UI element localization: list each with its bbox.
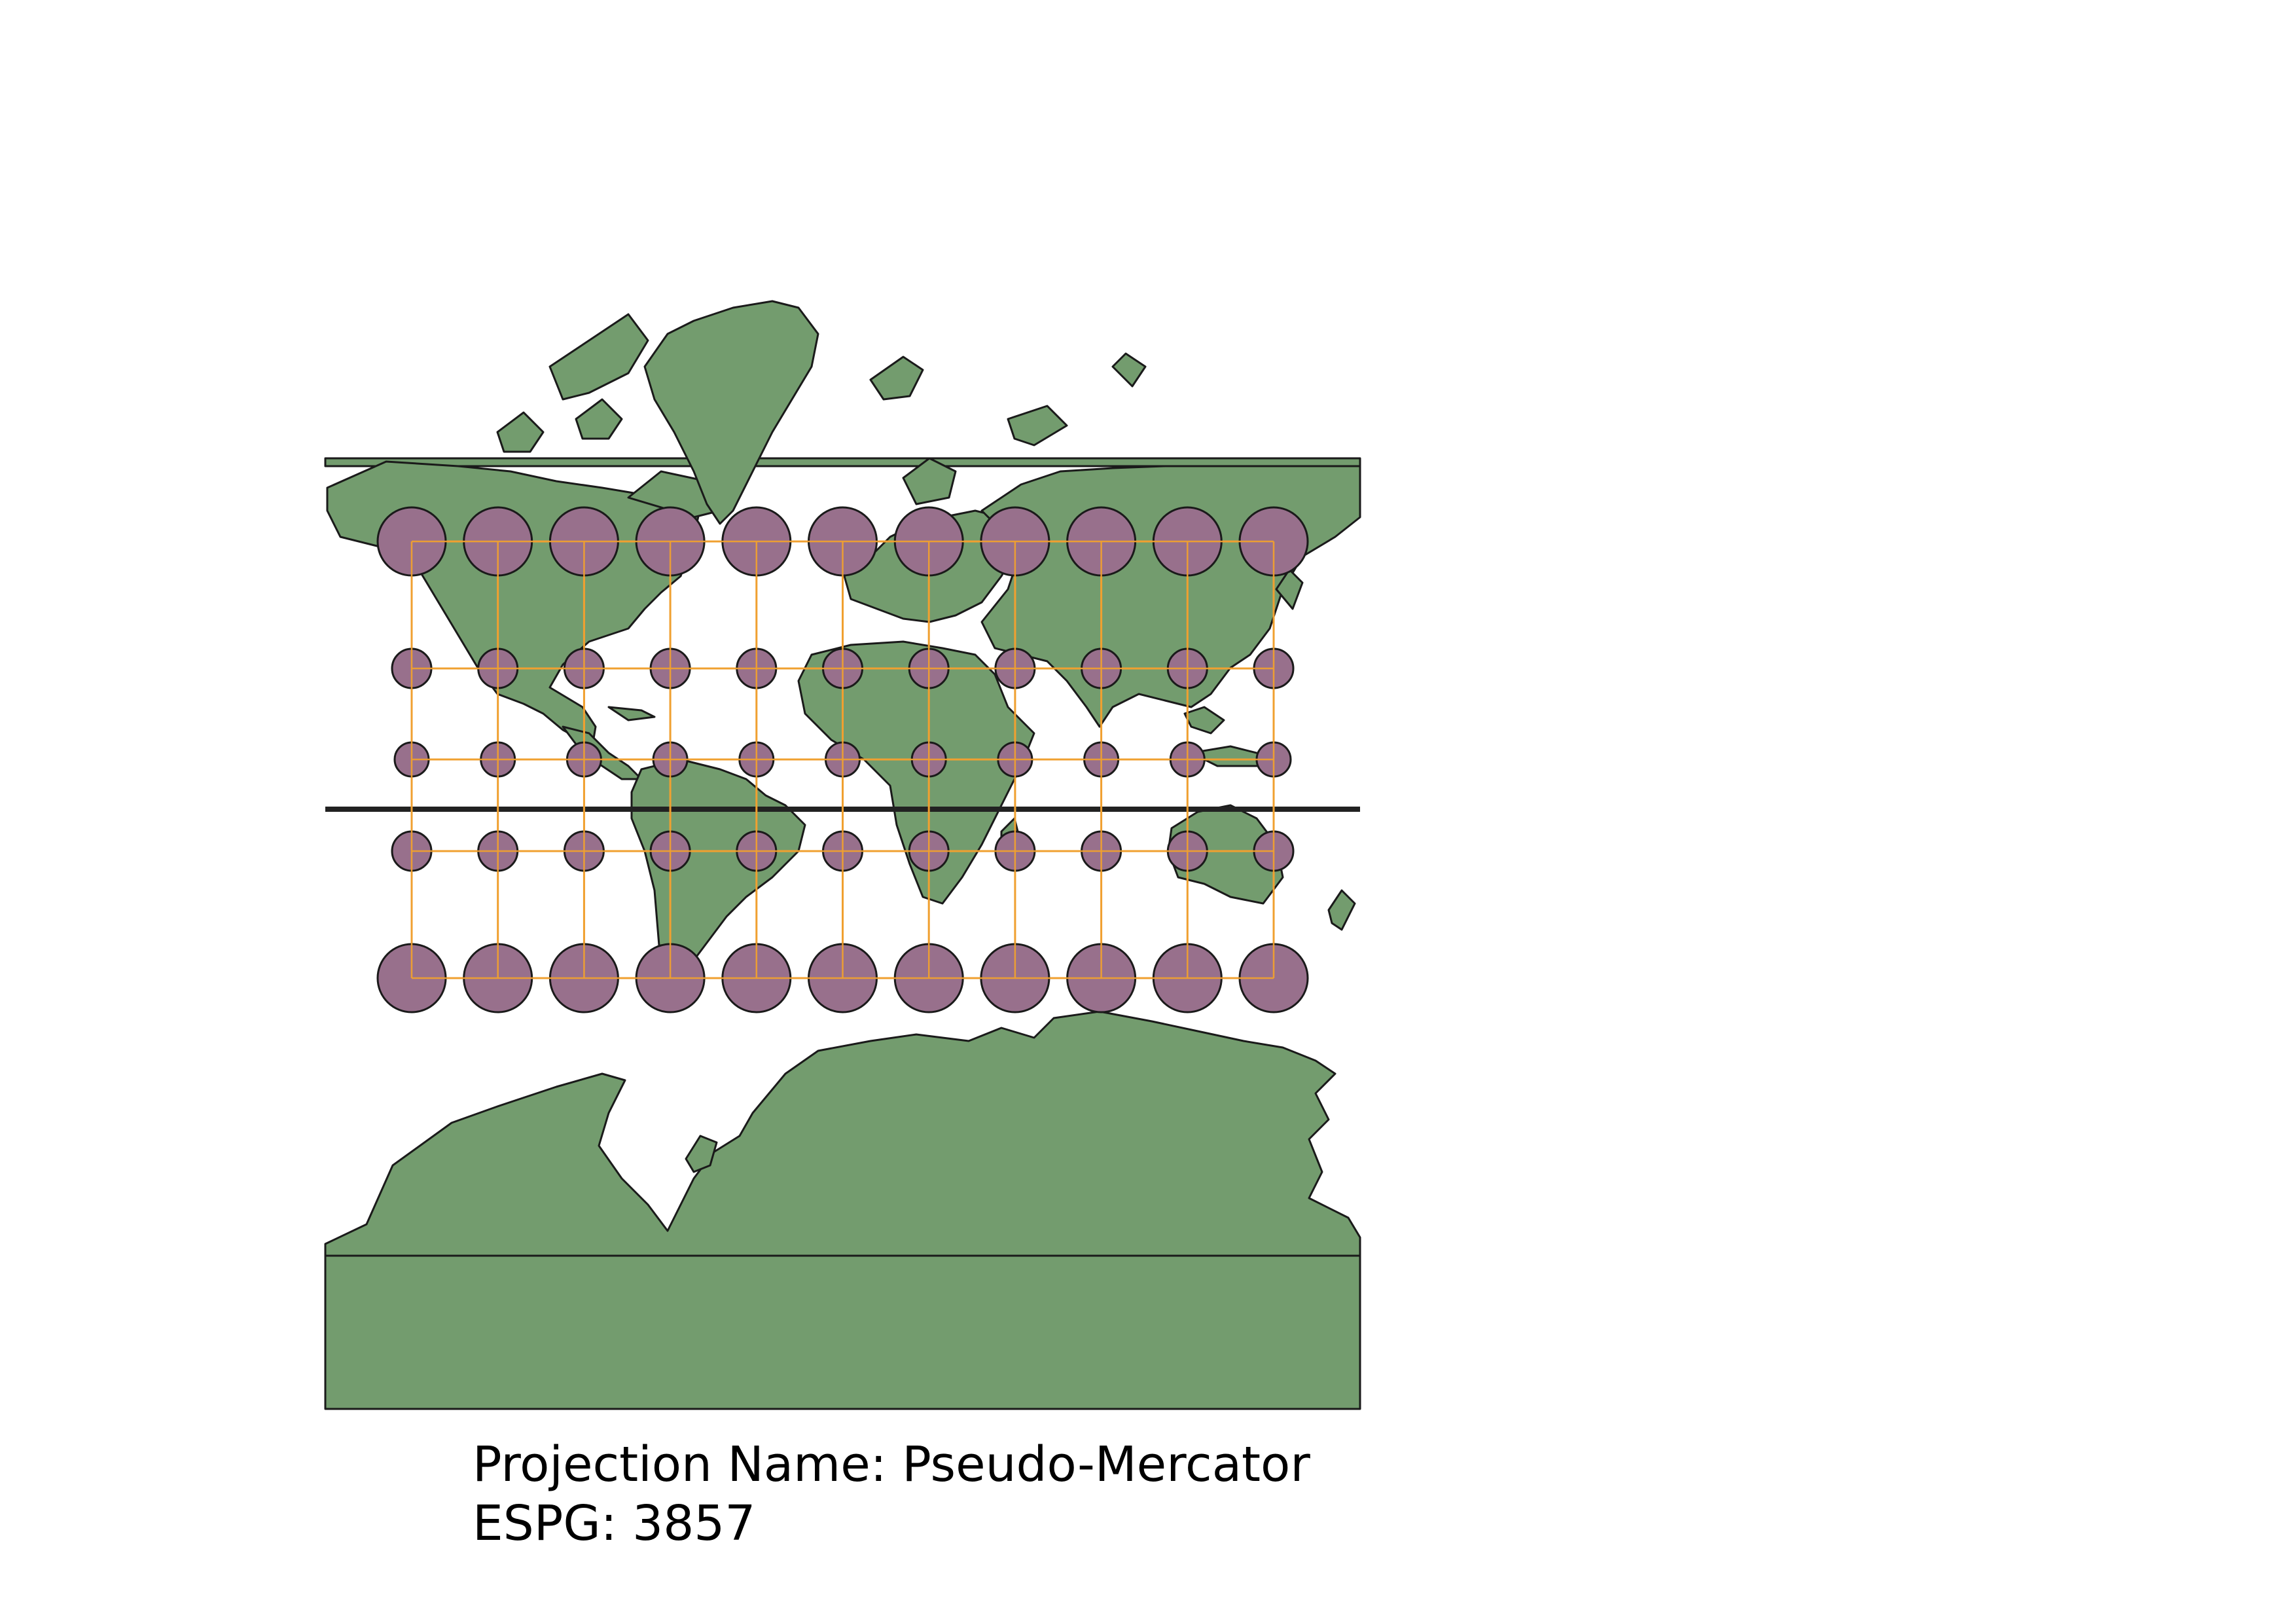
projection-name-label: Projection Name: Pseudo-Mercator — [473, 1436, 1310, 1493]
svalbard — [869, 356, 924, 401]
asia — [980, 465, 1361, 728]
arctic-island — [496, 411, 545, 453]
novaya-zemlya — [1007, 405, 1068, 447]
tissot-indicatrix-layer — [376, 506, 1309, 1013]
new-zealand — [1327, 889, 1356, 931]
baffin-island — [548, 313, 649, 401]
southeast-asia-island — [1183, 706, 1225, 735]
japan — [1275, 568, 1304, 610]
antarctic-peninsula-island — [685, 1135, 718, 1173]
antarctica — [324, 1010, 1361, 1410]
north-america — [326, 460, 702, 748]
epsg-code-label: ESPG: 3857 — [473, 1495, 756, 1552]
arctic-island-2 — [575, 398, 623, 440]
south-america — [630, 758, 806, 996]
scandinavia — [902, 457, 957, 505]
greenland — [643, 300, 819, 525]
franz-josef-land — [1111, 352, 1147, 388]
top-band-strip — [324, 457, 1361, 467]
cuba — [607, 706, 656, 721]
